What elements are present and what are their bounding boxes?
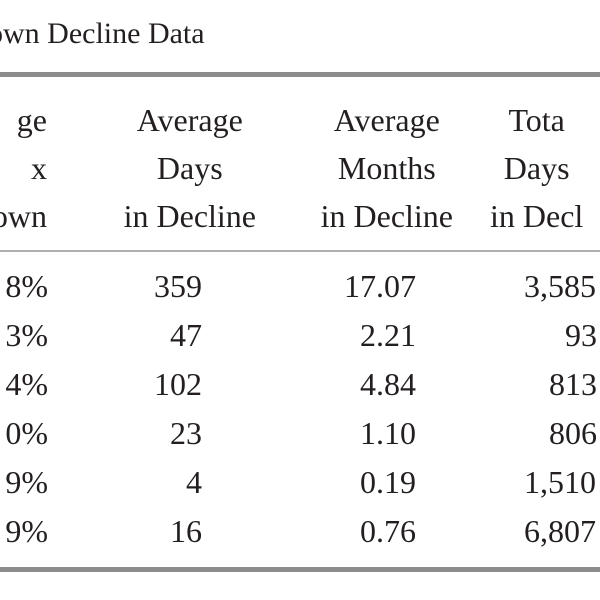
cell-percent: 0% xyxy=(5,415,48,451)
header-col-2-line-1: Average xyxy=(333,102,440,138)
table-row: 3% 47 2.21 93 xyxy=(0,311,600,359)
cell-total-days: 813 xyxy=(549,366,597,402)
cell-avg-days: 23 xyxy=(170,415,202,451)
cell-avg-months: 1.10 xyxy=(360,415,416,451)
cell-percent: 9% xyxy=(5,464,48,500)
cell-avg-days: 359 xyxy=(154,268,202,304)
cell-avg-days: 102 xyxy=(154,366,202,402)
table-bottom-rule xyxy=(0,567,600,572)
cell-percent: 9% xyxy=(5,513,48,549)
table-caption: own Decline Data xyxy=(0,17,205,50)
cell-avg-months: 17.07 xyxy=(344,268,416,304)
header-col-1-line-1: Average xyxy=(136,102,243,138)
cell-avg-months: 4.84 xyxy=(360,366,416,402)
cell-total-days: 806 xyxy=(549,415,597,451)
table-row: 0% 23 1.10 806 xyxy=(0,409,600,457)
header-col-2-line-3: in Decline xyxy=(320,198,453,234)
cell-percent: 8% xyxy=(5,268,48,304)
header-col-2-line-2: Months xyxy=(337,150,436,186)
cell-avg-days: 4 xyxy=(186,464,202,500)
cell-avg-months: 2.21 xyxy=(360,317,416,353)
header-col-0-line-1: ge xyxy=(16,102,47,138)
table-row: 9% 16 0.76 6,807 xyxy=(0,507,600,555)
table-row: 4% 102 4.84 813 xyxy=(0,360,600,408)
header-col-2: Average Months in Decline xyxy=(321,96,453,240)
cell-percent: 3% xyxy=(5,317,48,353)
header-col-1-line-3: in Decline xyxy=(123,198,256,234)
header-col-0-line-3: own xyxy=(0,198,47,234)
cell-percent: 4% xyxy=(5,366,48,402)
cell-avg-months: 0.19 xyxy=(360,464,416,500)
cell-total-days: 3,585 xyxy=(524,268,596,304)
header-col-1-line-2: Days xyxy=(156,150,223,186)
header-col-3: Tota Days in Decl xyxy=(490,96,583,240)
header-col-1: Average Days in Decline xyxy=(124,96,256,240)
cell-avg-days: 16 xyxy=(170,513,202,549)
cell-total-days: 93 xyxy=(565,317,597,353)
table-row: 8% 359 17.07 3,585 xyxy=(0,262,600,310)
header-separator-rule xyxy=(0,250,600,252)
table-row: 9% 4 0.19 1,510 xyxy=(0,458,600,506)
cell-total-days: 6,807 xyxy=(524,513,596,549)
header-col-0: ge x own xyxy=(0,96,47,240)
header-col-3-line-1: Tota xyxy=(508,102,565,138)
header-col-3-line-2: Days xyxy=(503,150,570,186)
cell-avg-days: 47 xyxy=(170,317,202,353)
header-col-3-line-3: in Decl xyxy=(490,198,584,234)
header-col-0-line-2: x xyxy=(31,150,47,186)
cell-total-days: 1,510 xyxy=(524,464,596,500)
cell-avg-months: 0.76 xyxy=(360,513,416,549)
table-top-rule xyxy=(0,72,600,77)
